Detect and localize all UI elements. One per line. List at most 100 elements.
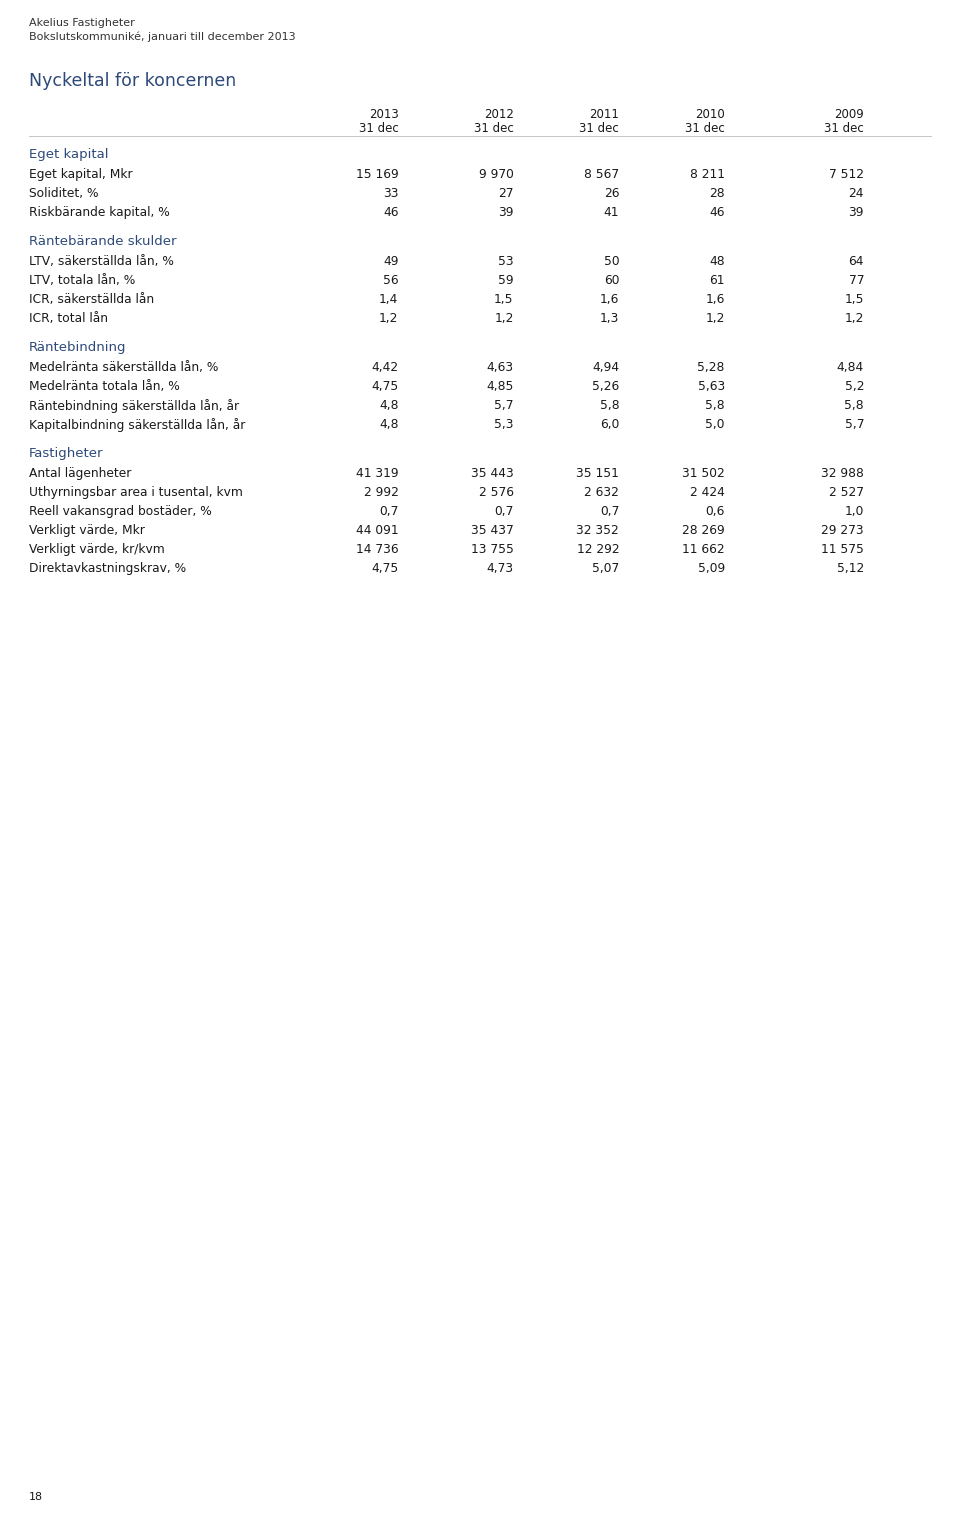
Text: Räntebindning: Räntebindning (29, 341, 127, 354)
Text: 2011: 2011 (589, 107, 619, 121)
Text: 0,7: 0,7 (494, 506, 514, 518)
Text: 27: 27 (498, 188, 514, 200)
Text: 5,3: 5,3 (494, 418, 514, 431)
Text: 28: 28 (709, 188, 725, 200)
Text: Räntebindning säkerställda lån, år: Räntebindning säkerställda lån, år (29, 400, 239, 413)
Text: 6,0: 6,0 (600, 418, 619, 431)
Text: LTV, säkerställda lån, %: LTV, säkerställda lån, % (29, 254, 174, 268)
Text: 32 352: 32 352 (576, 524, 619, 537)
Text: 2012: 2012 (484, 107, 514, 121)
Text: 7 512: 7 512 (829, 168, 864, 182)
Text: 35 443: 35 443 (470, 466, 514, 480)
Text: 2013: 2013 (369, 107, 398, 121)
Text: Eget kapital, Mkr: Eget kapital, Mkr (29, 168, 132, 182)
Text: 49: 49 (383, 254, 398, 268)
Text: 5,07: 5,07 (592, 562, 619, 575)
Text: 2 527: 2 527 (829, 486, 864, 500)
Text: 2010: 2010 (695, 107, 725, 121)
Text: 29 273: 29 273 (822, 524, 864, 537)
Text: Eget kapital: Eget kapital (29, 148, 108, 160)
Text: 8 211: 8 211 (690, 168, 725, 182)
Text: 24: 24 (849, 188, 864, 200)
Text: 1,2: 1,2 (379, 312, 398, 326)
Text: Soliditet, %: Soliditet, % (29, 188, 98, 200)
Text: 13 755: 13 755 (470, 544, 514, 556)
Text: 1,6: 1,6 (706, 294, 725, 306)
Text: Medelränta säkerställda lån, %: Medelränta säkerställda lån, % (29, 360, 218, 374)
Text: 1,2: 1,2 (494, 312, 514, 326)
Text: 50: 50 (604, 254, 619, 268)
Text: 5,09: 5,09 (698, 562, 725, 575)
Text: 41: 41 (604, 206, 619, 220)
Text: 32 988: 32 988 (821, 466, 864, 480)
Text: Riskbärande kapital, %: Riskbärande kapital, % (29, 206, 170, 220)
Text: 11 575: 11 575 (821, 544, 864, 556)
Text: 33: 33 (383, 188, 398, 200)
Text: 44 091: 44 091 (356, 524, 398, 537)
Text: 5,7: 5,7 (494, 400, 514, 412)
Text: 2 424: 2 424 (690, 486, 725, 500)
Text: 31 dec: 31 dec (685, 123, 725, 135)
Text: 8 567: 8 567 (584, 168, 619, 182)
Text: 1,6: 1,6 (600, 294, 619, 306)
Text: Antal lägenheter: Antal lägenheter (29, 466, 132, 480)
Text: 2009: 2009 (834, 107, 864, 121)
Text: ICR, total lån: ICR, total lån (29, 312, 108, 326)
Text: 39: 39 (849, 206, 864, 220)
Text: 1,5: 1,5 (494, 294, 514, 306)
Text: 46: 46 (383, 206, 398, 220)
Text: 9 970: 9 970 (479, 168, 514, 182)
Text: 2 576: 2 576 (479, 486, 514, 500)
Text: 4,8: 4,8 (379, 418, 398, 431)
Text: 39: 39 (498, 206, 514, 220)
Text: 31 502: 31 502 (682, 466, 725, 480)
Text: 56: 56 (383, 274, 398, 288)
Text: Nyckeltal för koncernen: Nyckeltal för koncernen (29, 73, 236, 89)
Text: 11 662: 11 662 (683, 544, 725, 556)
Text: Akelius Fastigheter: Akelius Fastigheter (29, 18, 134, 27)
Text: 5,12: 5,12 (837, 562, 864, 575)
Text: 4,75: 4,75 (372, 380, 398, 394)
Text: 4,94: 4,94 (592, 360, 619, 374)
Text: 1,0: 1,0 (845, 506, 864, 518)
Text: 1,5: 1,5 (845, 294, 864, 306)
Text: 5,0: 5,0 (706, 418, 725, 431)
Text: 64: 64 (849, 254, 864, 268)
Text: 31 dec: 31 dec (825, 123, 864, 135)
Text: 18: 18 (29, 1491, 43, 1502)
Text: 77: 77 (849, 274, 864, 288)
Text: Verkligt värde, Mkr: Verkligt värde, Mkr (29, 524, 145, 537)
Text: 48: 48 (709, 254, 725, 268)
Text: 41 319: 41 319 (356, 466, 398, 480)
Text: Fastigheter: Fastigheter (29, 447, 104, 460)
Text: 5,7: 5,7 (845, 418, 864, 431)
Text: 31 dec: 31 dec (359, 123, 398, 135)
Text: 28 269: 28 269 (682, 524, 725, 537)
Text: 1,2: 1,2 (845, 312, 864, 326)
Text: ICR, säkerställda lån: ICR, säkerställda lån (29, 294, 154, 306)
Text: 4,73: 4,73 (487, 562, 514, 575)
Text: 61: 61 (709, 274, 725, 288)
Text: Verkligt värde, kr/kvm: Verkligt värde, kr/kvm (29, 544, 164, 556)
Text: 35 151: 35 151 (576, 466, 619, 480)
Text: 4,8: 4,8 (379, 400, 398, 412)
Text: Uthyrningsbar area i tusental, kvm: Uthyrningsbar area i tusental, kvm (29, 486, 243, 500)
Text: Räntebärande skulder: Räntebärande skulder (29, 235, 177, 248)
Text: 4,85: 4,85 (486, 380, 514, 394)
Text: 4,75: 4,75 (372, 562, 398, 575)
Text: Reell vakansgrad bostäder, %: Reell vakansgrad bostäder, % (29, 506, 211, 518)
Text: 1,2: 1,2 (706, 312, 725, 326)
Text: 46: 46 (709, 206, 725, 220)
Text: 12 292: 12 292 (577, 544, 619, 556)
Text: 31 dec: 31 dec (474, 123, 514, 135)
Text: 1,4: 1,4 (379, 294, 398, 306)
Text: 1,3: 1,3 (600, 312, 619, 326)
Text: 60: 60 (604, 274, 619, 288)
Text: Medelränta totala lån, %: Medelränta totala lån, % (29, 380, 180, 394)
Text: 0,7: 0,7 (600, 506, 619, 518)
Text: Kapitalbindning säkerställda lån, år: Kapitalbindning säkerställda lån, år (29, 418, 245, 431)
Text: 4,42: 4,42 (372, 360, 398, 374)
Text: 5,8: 5,8 (600, 400, 619, 412)
Text: 5,8: 5,8 (706, 400, 725, 412)
Text: LTV, totala lån, %: LTV, totala lån, % (29, 274, 135, 288)
